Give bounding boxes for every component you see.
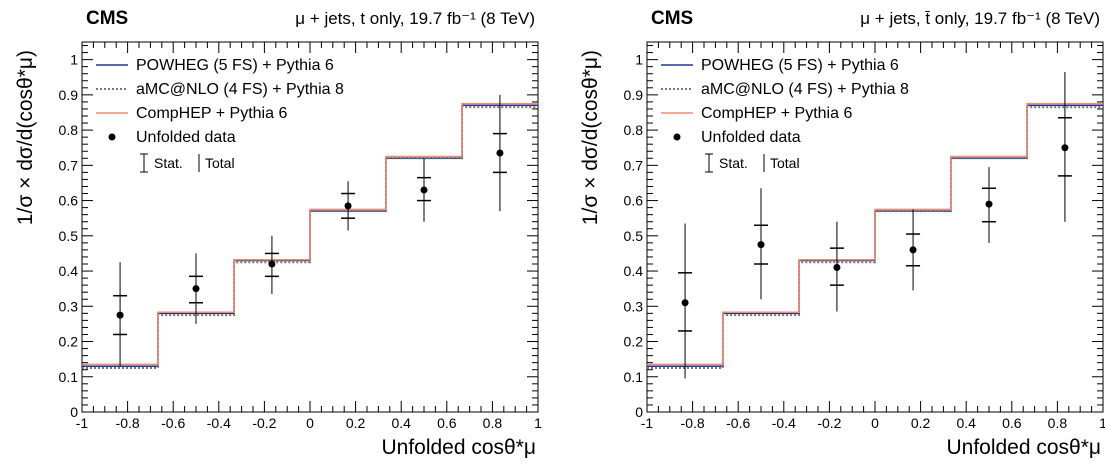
series-line-3 xyxy=(647,102,1103,366)
x-axis-label: Unfolded cosθ*μ xyxy=(381,436,536,459)
y-tick-label: 0.3 xyxy=(624,298,644,314)
y-tick-label: 0.1 xyxy=(59,369,79,385)
legend-label-3: CompHEP + Pythia 6 xyxy=(701,105,852,122)
legend: POWHEG (5 FS) + Pythia 6 aMC@NLO (4 FS) +… xyxy=(96,57,344,173)
x-tick-label: 0.2 xyxy=(346,415,366,431)
experiment-label: CMS xyxy=(651,8,693,29)
x-axis: -1 -0.8 -0.6 -0.4 -0.2 0 0.2 0.4 0.6 0.8 1 xyxy=(641,42,1105,431)
y-tick-label: 0.7 xyxy=(59,157,79,173)
legend-label-1: POWHEG (5 FS) + Pythia 6 xyxy=(136,57,334,74)
x-tick-label: -1 xyxy=(641,415,654,431)
data-point xyxy=(344,202,352,210)
x-tick-label: 0 xyxy=(306,415,314,431)
data-point xyxy=(757,241,765,249)
y-tick-label: 0.5 xyxy=(59,228,79,244)
legend-label-data: Unfolded data xyxy=(136,129,236,146)
legend-data-marker xyxy=(673,133,681,141)
data-points xyxy=(113,94,507,367)
y-tick-label: 1 xyxy=(70,52,78,68)
x-tick-label: 0.6 xyxy=(1002,415,1022,431)
y-tick-label: 1 xyxy=(635,52,643,68)
y-axis: 0 0.1 0.2 0.3 0.4 0.5 0.6 0.7 0.8 0.9 1 xyxy=(59,45,538,420)
y-tick-label: 0.9 xyxy=(59,87,79,103)
data-points xyxy=(678,71,1072,379)
y-tick-label: 0.8 xyxy=(624,122,644,138)
y-tick-label: 0.5 xyxy=(624,228,644,244)
series-line-3 xyxy=(82,102,538,366)
chart-panel-1: -1 -0.8 -0.6 -0.4 -0.2 0 0.2 0.4 0.6 0.8 100.10.20… xyxy=(14,8,542,459)
panel-header: μ + jets, t̄ only, 19.7 fb⁻¹ (8 TeV) xyxy=(860,9,1100,28)
experiment-label: CMS xyxy=(86,8,128,29)
x-tick-label: -1 xyxy=(76,415,89,431)
legend-label-1: POWHEG (5 FS) + Pythia 6 xyxy=(701,57,899,74)
prediction-series xyxy=(82,102,538,369)
data-point xyxy=(681,299,689,307)
y-axis-label: 1/σ × dσ/d(cosθ*μ) xyxy=(14,50,37,225)
legend-stat-label: Stat. xyxy=(719,155,748,171)
x-tick-label: -0.8 xyxy=(116,415,140,431)
data-point xyxy=(420,186,428,194)
data-point xyxy=(1061,144,1069,152)
x-tick-label: -0.2 xyxy=(817,415,841,431)
data-point xyxy=(496,149,504,157)
x-tick-label: 1 xyxy=(534,415,542,431)
panel-header: μ + jets, t only, 19.7 fb⁻¹ (8 TeV) xyxy=(295,9,535,28)
x-axis-label: Unfolded cosθ*μ xyxy=(946,436,1101,459)
y-tick-label: 0.6 xyxy=(624,193,644,209)
x-tick-label: -0.2 xyxy=(252,415,276,431)
x-axis: -1 -0.8 -0.6 -0.4 -0.2 0 0.2 0.4 0.6 0.8 1 xyxy=(76,42,542,431)
legend-label-2: aMC@NLO (4 FS) + Pythia 8 xyxy=(136,81,344,98)
legend-total-label: Total xyxy=(770,155,800,171)
x-tick-label: 0.8 xyxy=(483,415,503,431)
y-tick-label: 0.9 xyxy=(624,87,644,103)
y-tick-label: 0.2 xyxy=(59,334,79,350)
legend-label-data: Unfolded data xyxy=(701,129,801,146)
y-tick-label: 0.1 xyxy=(624,369,644,385)
data-point xyxy=(192,285,200,293)
x-tick-label: 0 xyxy=(871,415,879,431)
legend-stat-label: Stat. xyxy=(154,155,183,171)
y-tick-label: 0.4 xyxy=(59,263,79,279)
legend-total-label: Total xyxy=(205,155,235,171)
y-tick-label: 0.7 xyxy=(624,157,644,173)
y-tick-label: 0.6 xyxy=(59,193,79,209)
x-tick-label: 0.4 xyxy=(391,415,411,431)
data-point xyxy=(268,260,276,268)
x-tick-label: 0.6 xyxy=(437,415,457,431)
data-point xyxy=(833,264,841,272)
y-tick-label: 0.3 xyxy=(59,298,79,314)
y-tick-label: 0.2 xyxy=(624,334,644,350)
x-tick-label: -0.6 xyxy=(161,415,185,431)
data-point xyxy=(909,246,917,254)
y-axis: 0 0.1 0.2 0.3 0.4 0.5 0.6 0.7 0.8 0.9 1 xyxy=(624,45,1103,420)
x-tick-label: -0.4 xyxy=(207,415,231,431)
x-tick-label: 0.4 xyxy=(956,415,976,431)
x-tick-label: 0.8 xyxy=(1048,415,1068,431)
x-tick-label: -0.4 xyxy=(772,415,796,431)
y-tick-label: 0 xyxy=(635,404,643,420)
legend-data-marker xyxy=(108,133,116,141)
y-tick-label: 0.8 xyxy=(59,122,79,138)
y-tick-label: 0.4 xyxy=(624,263,644,279)
x-tick-label: 0.2 xyxy=(911,415,931,431)
x-tick-label: -0.8 xyxy=(681,415,705,431)
prediction-series xyxy=(647,102,1103,369)
x-tick-label: -0.6 xyxy=(726,415,750,431)
data-point xyxy=(985,200,993,208)
legend: POWHEG (5 FS) + Pythia 6 aMC@NLO (4 FS) +… xyxy=(661,57,909,173)
data-point xyxy=(116,311,124,319)
y-axis-label: 1/σ × dσ/d(cosθ*μ) xyxy=(579,50,602,225)
y-tick-label: 0 xyxy=(70,404,78,420)
legend-label-2: aMC@NLO (4 FS) + Pythia 8 xyxy=(701,81,909,98)
chart-panel-2: -1 -0.8 -0.6 -0.4 -0.2 0 0.2 0.4 0.6 0.8 100.10.20… xyxy=(579,8,1105,459)
x-tick-label: 1 xyxy=(1099,415,1105,431)
legend-label-3: CompHEP + Pythia 6 xyxy=(136,105,287,122)
